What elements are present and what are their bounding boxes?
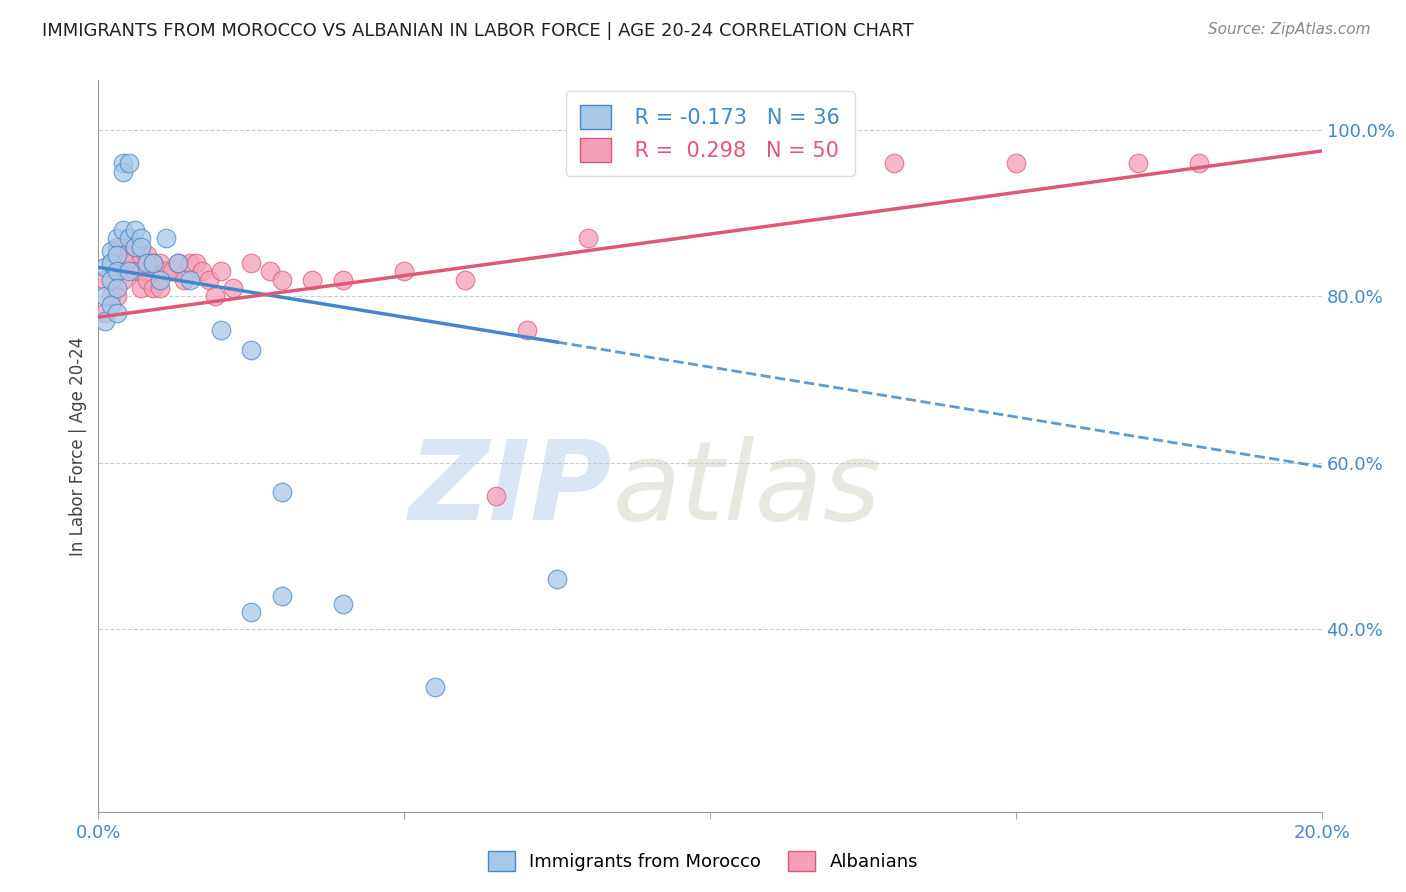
Point	[699, 156, 721, 170]
Point	[124, 239, 146, 253]
Point	[118, 264, 141, 278]
Point	[270, 589, 292, 603]
Point	[167, 256, 190, 270]
Point	[423, 680, 446, 694]
Point	[179, 256, 201, 270]
Point	[100, 289, 122, 303]
Point	[93, 273, 115, 287]
Point	[270, 484, 292, 499]
Point	[173, 273, 195, 287]
Point	[149, 273, 172, 287]
Point	[759, 156, 782, 170]
Text: atlas: atlas	[612, 436, 880, 543]
Point	[100, 256, 122, 270]
Point	[129, 281, 152, 295]
Legend:  R = -0.173   N = 36,  R =  0.298   N = 50: R = -0.173 N = 36, R = 0.298 N = 50	[565, 91, 855, 177]
Point	[124, 264, 146, 278]
Point	[155, 231, 177, 245]
Point	[129, 239, 152, 253]
Point	[118, 231, 141, 245]
Point	[100, 298, 122, 312]
Point	[179, 273, 201, 287]
Point	[105, 231, 128, 245]
Point	[209, 323, 232, 337]
Point	[259, 264, 281, 278]
Point	[149, 256, 172, 270]
Point	[93, 306, 115, 320]
Text: IMMIGRANTS FROM MOROCCO VS ALBANIAN IN LABOR FORCE | AGE 20-24 CORRELATION CHART: IMMIGRANTS FROM MOROCCO VS ALBANIAN IN L…	[42, 22, 914, 40]
Point	[111, 223, 134, 237]
Point	[191, 264, 214, 278]
Point	[155, 264, 177, 278]
Point	[204, 289, 226, 303]
Point	[576, 231, 599, 245]
Point	[105, 248, 128, 262]
Point	[546, 572, 568, 586]
Point	[136, 273, 159, 287]
Y-axis label: In Labor Force | Age 20-24: In Labor Force | Age 20-24	[69, 336, 87, 556]
Text: ZIP: ZIP	[409, 436, 612, 543]
Point	[105, 264, 128, 278]
Point	[111, 165, 134, 179]
Point	[240, 256, 263, 270]
Point	[129, 264, 152, 278]
Point	[118, 256, 141, 270]
Point	[197, 273, 219, 287]
Point	[332, 273, 354, 287]
Point	[637, 156, 661, 170]
Point	[129, 248, 152, 262]
Point	[105, 239, 128, 253]
Point	[105, 281, 128, 295]
Point	[142, 281, 165, 295]
Legend: Immigrants from Morocco, Albanians: Immigrants from Morocco, Albanians	[481, 844, 925, 879]
Point	[136, 256, 159, 270]
Point	[118, 156, 141, 170]
Point	[142, 256, 165, 270]
Point	[105, 289, 128, 303]
Point	[1004, 156, 1026, 170]
Point	[124, 223, 146, 237]
Point	[93, 289, 115, 303]
Point	[485, 489, 508, 503]
Point	[301, 273, 323, 287]
Point	[186, 256, 208, 270]
Point	[240, 605, 263, 619]
Point	[149, 281, 172, 295]
Point	[111, 248, 134, 262]
Point	[111, 273, 134, 287]
Point	[209, 264, 232, 278]
Point	[1128, 156, 1150, 170]
Text: Source: ZipAtlas.com: Source: ZipAtlas.com	[1208, 22, 1371, 37]
Point	[454, 273, 477, 287]
Point	[270, 273, 292, 287]
Point	[142, 256, 165, 270]
Point	[392, 264, 416, 278]
Point	[100, 244, 122, 258]
Point	[222, 281, 245, 295]
Point	[105, 306, 128, 320]
Point	[167, 256, 190, 270]
Point	[160, 264, 183, 278]
Point	[100, 256, 122, 270]
Point	[240, 343, 263, 358]
Point	[129, 231, 152, 245]
Point	[93, 260, 115, 275]
Point	[136, 248, 159, 262]
Point	[105, 264, 128, 278]
Point	[118, 231, 141, 245]
Point	[516, 323, 538, 337]
Point	[124, 239, 146, 253]
Point	[93, 314, 115, 328]
Point	[332, 597, 354, 611]
Point	[100, 273, 122, 287]
Point	[1188, 156, 1211, 170]
Point	[883, 156, 905, 170]
Point	[111, 156, 134, 170]
